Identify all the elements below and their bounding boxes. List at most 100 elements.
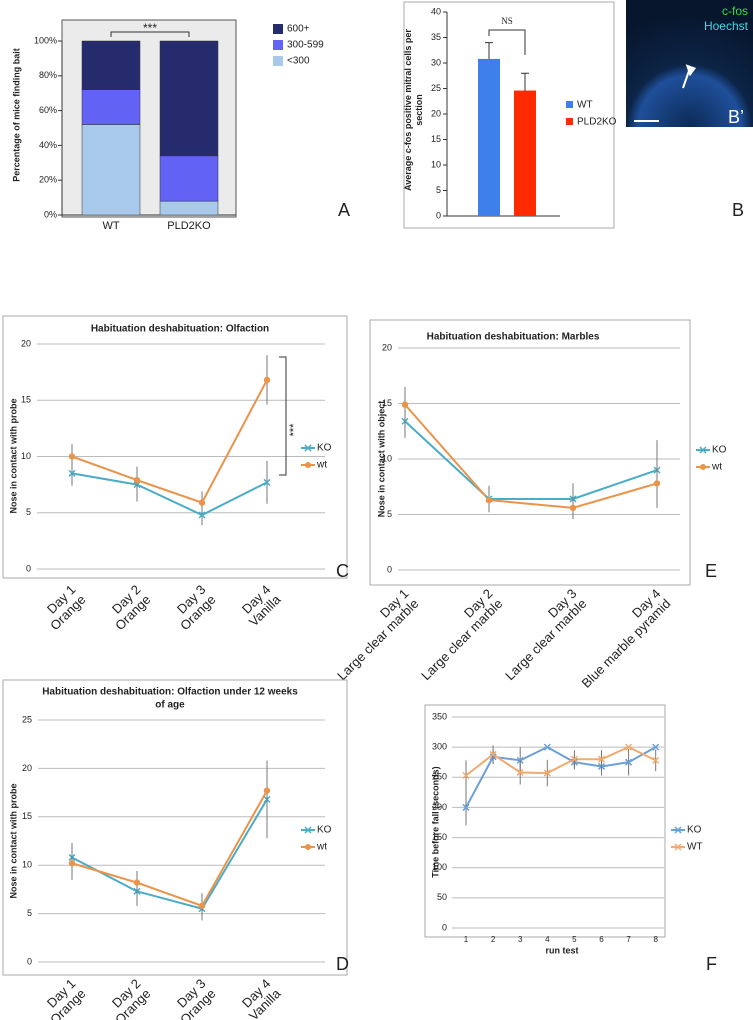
- series-line: [71, 379, 268, 504]
- y-tick-label: 100%: [34, 35, 57, 45]
- y-tick-label: 25: [22, 714, 32, 724]
- y-tick-label: 100: [432, 862, 447, 872]
- label: Hoechst: [704, 19, 749, 33]
- y-tick-label: 0%: [44, 209, 57, 219]
- legend-label: wt: [711, 462, 722, 473]
- panel-label: D: [336, 954, 349, 974]
- series-line: [71, 472, 268, 517]
- legend-swatch: [273, 24, 283, 34]
- y-tick-label: 5: [387, 509, 392, 519]
- y-tick-label: 5: [436, 185, 441, 195]
- marker: [652, 743, 660, 751]
- y-axis-label: Percentage of mice finding bait: [11, 48, 21, 182]
- legend-marker: [305, 844, 311, 850]
- y-tick-label: 20: [21, 338, 31, 348]
- marker: [597, 755, 606, 763]
- panel-frame: [369, 319, 691, 586]
- chart-title: Habituation deshabituation: Marbles: [427, 332, 600, 343]
- bar-segment: [81, 89, 141, 125]
- x-tick-label: 1: [464, 935, 469, 944]
- x-tick-label: 4: [545, 935, 550, 944]
- bar-segment: [159, 155, 219, 202]
- bracket: [279, 356, 287, 476]
- legend-swatch: [273, 56, 283, 66]
- legend-label: 600+: [287, 24, 310, 35]
- marker: [68, 453, 76, 460]
- annotation: NS: [501, 16, 513, 26]
- x-tick-label: Blue marble pyramid: [579, 596, 674, 691]
- marker: [263, 787, 271, 794]
- marker: [68, 860, 76, 867]
- marker: [570, 755, 578, 763]
- marker: [198, 902, 206, 910]
- panel-label: B’: [728, 107, 744, 127]
- y-tick-label: 15: [21, 395, 31, 405]
- y-tick-label: 350: [432, 711, 447, 721]
- marker: [625, 743, 633, 751]
- marker: [133, 476, 141, 484]
- y-tick-label: 20: [431, 108, 441, 118]
- marker: [653, 480, 661, 487]
- panel-frame: [424, 704, 666, 938]
- y-axis-label: Nose in contact with probe: [8, 783, 18, 898]
- y-tick-label: 40: [431, 6, 441, 16]
- panel-label: A: [338, 200, 350, 220]
- marker: [133, 879, 141, 886]
- y-axis-label: Time before fall (seconds): [430, 766, 440, 877]
- bar-segment: [81, 124, 141, 216]
- legend-marker: [304, 826, 312, 834]
- bar-segment: [159, 40, 219, 157]
- x-tick-label: 2: [491, 935, 496, 944]
- chart-title: Habituation deshabituation: Olfaction un…: [42, 687, 298, 698]
- y-tick-label: 10: [21, 451, 31, 461]
- y-tick-label: 0: [387, 564, 392, 574]
- y-tick-label: 250: [432, 772, 447, 782]
- bar-segment: [81, 40, 141, 90]
- y-tick-label: 20: [382, 342, 392, 352]
- series-line: [71, 790, 268, 908]
- y-tick-label: 15: [431, 134, 441, 144]
- panel-frame: [2, 315, 348, 579]
- panel-frame: [403, 1, 615, 229]
- error-bar: [521, 72, 529, 91]
- legend-label: 300-599: [287, 40, 324, 51]
- legend-swatch: [566, 101, 573, 108]
- y-tick-label: 0: [27, 956, 32, 966]
- legend-label: wt: [316, 842, 327, 853]
- y-tick-label: 20%: [39, 175, 57, 185]
- y-axis-label: Nose in contact with object: [376, 401, 386, 518]
- y-axis-label: Average c-fos positive mitral cells per: [403, 29, 413, 191]
- y-tick-label: 15: [22, 811, 32, 821]
- marker: [543, 769, 551, 777]
- marker: [462, 771, 470, 780]
- marker: [652, 756, 660, 764]
- y-tick-label: 40%: [39, 140, 57, 150]
- legend-label: KO: [317, 825, 332, 836]
- marker: [569, 504, 577, 512]
- x-tick-label: 6: [599, 935, 604, 944]
- x-tick-label: PLD2KO: [167, 220, 211, 232]
- marker: [485, 496, 493, 504]
- legend-label: WT: [687, 842, 703, 853]
- annotation: ***: [143, 21, 157, 35]
- legend-label: KO: [687, 825, 702, 836]
- y-tick-label: 0: [442, 922, 447, 932]
- y-tick-label: 0: [436, 210, 441, 220]
- y-tick-label: 300: [432, 742, 447, 752]
- y-axis-label: section: [414, 94, 424, 126]
- legend-swatch: [273, 40, 283, 50]
- y-tick-label: 60%: [39, 105, 57, 115]
- y-tick-label: 10: [431, 159, 441, 169]
- series-line: [404, 403, 658, 509]
- chart-title: of age: [155, 700, 185, 711]
- y-tick-label: 5: [27, 908, 32, 918]
- marker: [198, 511, 206, 519]
- annotation: ***: [288, 423, 300, 437]
- marker: [462, 803, 470, 811]
- x-tick-label: 8: [653, 935, 658, 944]
- marker: [68, 469, 76, 477]
- x-axis-label: run test: [545, 945, 578, 955]
- legend-swatch: [566, 118, 573, 125]
- marker: [263, 478, 271, 486]
- marker: [543, 743, 551, 751]
